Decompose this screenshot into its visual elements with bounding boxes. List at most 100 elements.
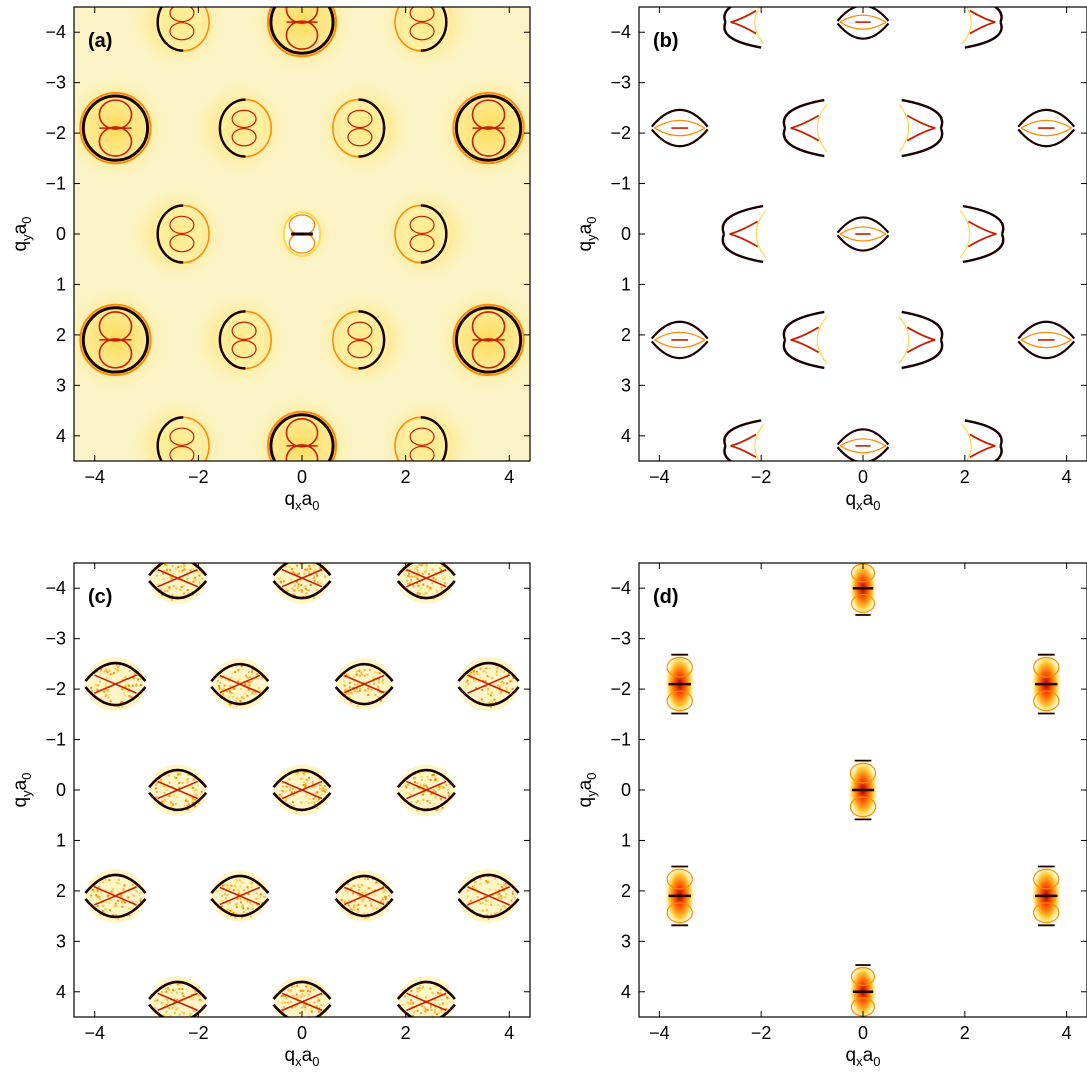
x-axis-label: qxa0 [846, 1045, 881, 1069]
feature-noisy-lens [148, 764, 208, 816]
feature-ring [266, 7, 338, 58]
x-tick-label: −2 [188, 467, 209, 487]
y-tick-label: 3 [621, 931, 631, 951]
panel-label: (a) [88, 30, 112, 52]
x-tick-label: 4 [1062, 1023, 1072, 1043]
feature-noisy-lens [396, 563, 456, 604]
feature-arrow [782, 98, 828, 158]
feature-pill [664, 651, 696, 717]
y-tick-label: 2 [621, 325, 631, 345]
feature-lens [836, 7, 890, 40]
y-tick-label: −3 [45, 73, 66, 93]
x-tick-label: −4 [84, 467, 105, 487]
y-tick-label: −3 [610, 73, 631, 93]
x-tick-label: 0 [858, 1023, 868, 1043]
feature-noisy-lens [84, 868, 147, 923]
x-tick-label: 4 [1062, 467, 1072, 487]
feature-lens [1017, 108, 1076, 148]
y-tick-label: 0 [621, 780, 631, 800]
panel-d: −4 −2 0 2 4 −4 −3 −2 −1 0 1 2 3 4 qxa0 qya0 (d) [575, 562, 1087, 1069]
panels-group: −4 −2 0 2 4 −4 −3 −2 −1 0 1 2 3 4 qxa0 qya0 (a) −4 −2 0 2 4 −4… [10, 6, 1087, 1069]
feature-noisy-lens [272, 976, 332, 1017]
y-tick-label: −4 [610, 578, 631, 598]
feature-crescent [153, 204, 210, 264]
feature-lens [650, 320, 709, 360]
feature-crescent [215, 98, 272, 158]
feature-noisy-lens [396, 976, 456, 1017]
feature-arrow [782, 310, 828, 370]
feature-arrow [961, 419, 1003, 461]
feature-noisy-lens [84, 657, 147, 712]
feature-bowtie [282, 211, 322, 257]
x-axis-label: qxa0 [846, 489, 881, 513]
feature-ring [79, 303, 152, 377]
feature-arrow [723, 419, 765, 461]
feature-noisy-lens [334, 658, 394, 710]
y-tick-label: −1 [610, 174, 631, 194]
y-tick-label: 0 [56, 224, 66, 244]
feature-crescent [332, 98, 389, 158]
panel-label: (c) [88, 586, 112, 608]
feature-pill [1030, 651, 1062, 717]
plot-area [639, 7, 1087, 461]
feature-crescent [394, 7, 451, 52]
y-tick-label: −2 [45, 679, 66, 699]
x-tick-label: 2 [960, 1023, 970, 1043]
feature-lens [650, 108, 709, 148]
x-tick-label: −2 [751, 467, 772, 487]
feature-noisy-lens [272, 563, 332, 604]
y-tick-label: 4 [56, 426, 66, 446]
feature-pill [664, 863, 696, 929]
y-tick-label: 0 [56, 780, 66, 800]
y-axis-label: qya0 [575, 217, 599, 252]
y-axis-label: qya0 [10, 773, 34, 808]
feature-crescent [215, 310, 272, 370]
feature-crescent [153, 7, 210, 52]
feature-arrow [898, 98, 944, 158]
feature-noisy-lens [396, 764, 456, 816]
feature-crescent [394, 204, 451, 264]
y-tick-label: −4 [45, 22, 66, 42]
panel-label: (b) [653, 30, 679, 52]
y-tick-label: −3 [610, 629, 631, 649]
y-tick-label: 2 [56, 881, 66, 901]
y-tick-label: −1 [610, 730, 631, 750]
feature-crescent [153, 416, 210, 461]
feature-pill [849, 563, 877, 618]
x-tick-label: 4 [504, 1023, 514, 1043]
y-tick-label: 1 [56, 274, 66, 294]
y-tick-label: 2 [56, 325, 66, 345]
x-tick-label: −4 [649, 467, 670, 487]
panel-label: (d) [653, 586, 679, 608]
y-tick-label: 1 [621, 830, 631, 850]
y-tick-label: 2 [621, 881, 631, 901]
y-tick-label: 3 [56, 375, 66, 395]
feature-lens [1017, 320, 1076, 360]
feature-noisy-lens [148, 976, 208, 1017]
feature-noisy-lens [334, 870, 394, 922]
feature-arrow [721, 204, 767, 264]
y-tick-label: 3 [56, 931, 66, 951]
x-tick-label: −2 [188, 1023, 209, 1043]
x-axis-label: qxa0 [285, 489, 320, 513]
y-tick-label: −2 [45, 123, 66, 143]
x-tick-label: −4 [84, 1023, 105, 1043]
feature-noisy-lens [210, 658, 270, 710]
panel-a: −4 −2 0 2 4 −4 −3 −2 −1 0 1 2 3 4 qxa0 qya0 (a) [10, 6, 531, 513]
panel-b: −4 −2 0 2 4 −4 −3 −2 −1 0 1 2 3 4 qxa0 qya0 (b) [575, 6, 1087, 513]
feature-arrow [898, 310, 944, 370]
feature-ring [79, 91, 152, 165]
y-tick-label: 4 [621, 426, 631, 446]
y-tick-label: −4 [45, 578, 66, 598]
feature-pill [849, 962, 877, 1017]
y-tick-label: −2 [610, 679, 631, 699]
feature-pill [1030, 863, 1062, 929]
feature-noisy-lens [457, 657, 520, 712]
y-tick-label: 0 [621, 224, 631, 244]
feature-arrow [959, 204, 1005, 264]
y-axis-label: qya0 [10, 217, 34, 252]
y-tick-label: −1 [45, 730, 66, 750]
feature-arrow [723, 7, 765, 49]
x-tick-label: 2 [960, 467, 970, 487]
